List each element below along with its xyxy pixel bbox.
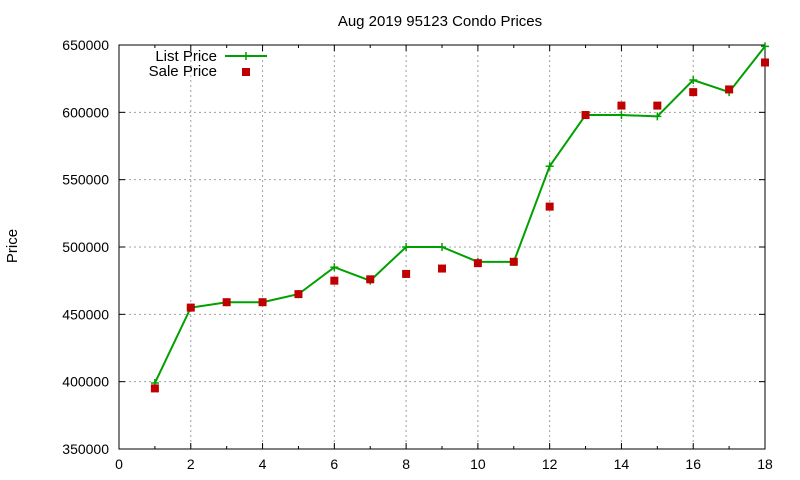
x-tick-label: 10: [470, 456, 486, 472]
chart-title: Aug 2019 95123 Condo Prices: [338, 13, 542, 30]
data-series: [150, 42, 769, 393]
legend-list-price-label: List Price: [155, 48, 217, 65]
y-tick-label: 350000: [62, 441, 109, 457]
sale-price-point: [581, 111, 590, 120]
sale-price-point: [438, 264, 446, 273]
x-tick-label: 6: [330, 456, 338, 472]
sale-price-point: [402, 269, 411, 278]
x-tick-label: 12: [542, 456, 558, 472]
sale-price-point: [653, 101, 662, 110]
sale-price-point: [258, 298, 267, 307]
y-tick-label: 500000: [62, 239, 109, 255]
axes: 0 2 4 6 8 10 12 14 16 18 350000 400000 450000 500000 5…: [62, 37, 773, 472]
legend-sale-price-label: Sale Price: [149, 63, 217, 80]
x-tick-label: 8: [402, 456, 410, 472]
y-tick-label: 600000: [62, 104, 109, 120]
sale-price-point: [725, 85, 734, 94]
list-price-point: [689, 76, 698, 85]
sale-price-point: [186, 303, 195, 312]
sale-price-point: [617, 101, 626, 110]
y-tick-label: 450000: [62, 306, 109, 322]
sale-price-point: [509, 257, 518, 266]
list-price-point: [545, 162, 554, 171]
y-axis-label: Price: [4, 229, 21, 263]
list-price-point: [617, 111, 626, 120]
y-tick-label: 650000: [62, 37, 109, 53]
sale-price-point: [761, 58, 769, 67]
sale-price-point: [473, 259, 482, 268]
x-tick-label: 4: [259, 456, 267, 472]
list-price-point: [761, 42, 769, 51]
list-price-point: [653, 112, 662, 121]
x-tick-label: 16: [685, 456, 701, 472]
sale-price-point: [330, 276, 339, 285]
x-tick-label: 2: [187, 456, 195, 472]
x-tick-label: 0: [115, 456, 123, 472]
list-price-point: [402, 243, 411, 251]
x-tick-label: 14: [614, 456, 630, 472]
legend-sale-price-marker: [242, 68, 250, 76]
sale-price-point: [545, 202, 554, 211]
sale-price-point: [294, 290, 303, 299]
x-tick-label: 18: [757, 456, 773, 472]
sale-price-point: [689, 88, 698, 97]
list-price-line: [153, 45, 766, 384]
list-price-point: [438, 243, 446, 251]
sale-price-point: [222, 298, 231, 307]
y-tick-label: 550000: [62, 172, 109, 188]
y-tick-label: 400000: [62, 374, 109, 390]
sale-price-point: [150, 384, 159, 393]
sale-price-point: [366, 275, 375, 284]
list-price-point: [330, 263, 339, 272]
